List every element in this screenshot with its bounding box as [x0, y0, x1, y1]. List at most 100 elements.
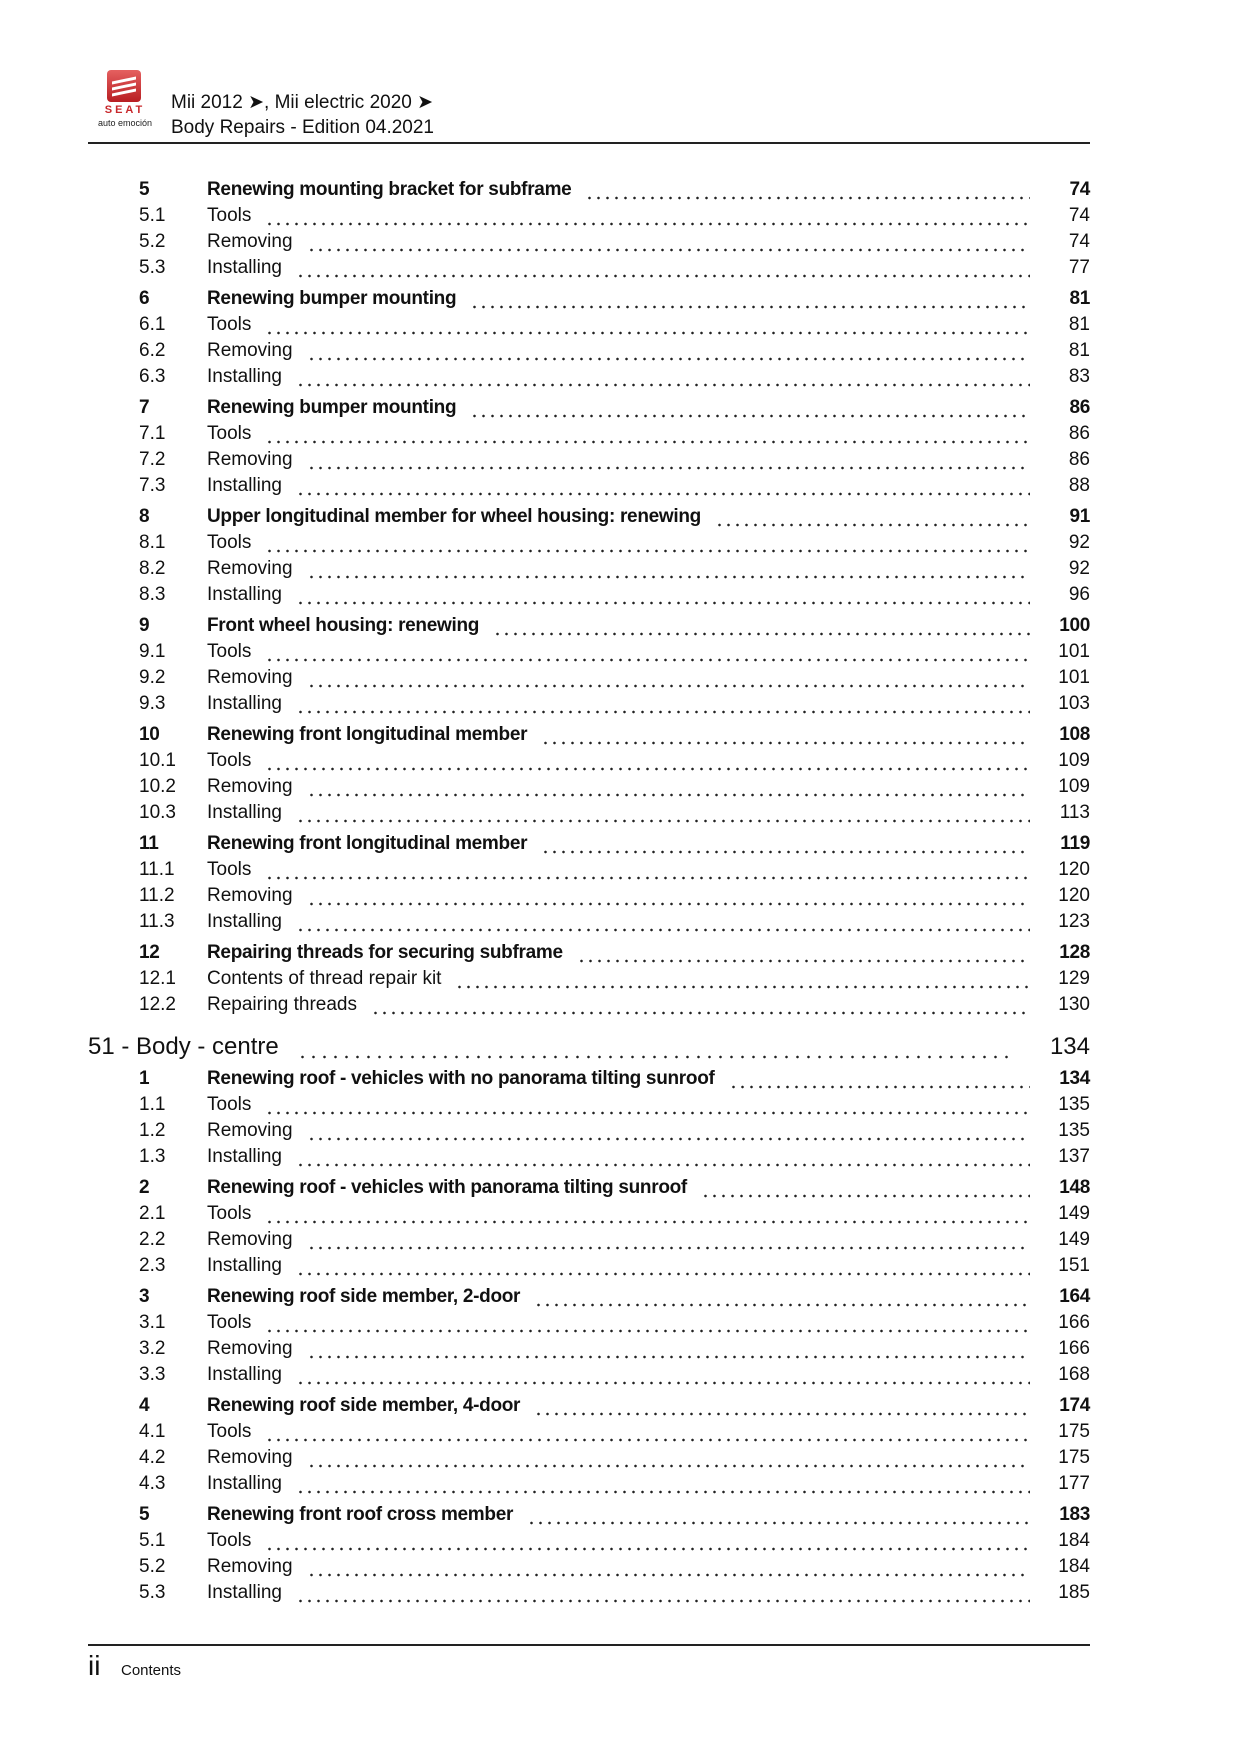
entry-title: Tools: [207, 314, 252, 335]
toc-subsection[interactable]: 8.3 Installing 96: [88, 582, 1090, 608]
toc-subsection[interactable]: 2.3 Installing 151: [88, 1253, 1090, 1279]
dot-leader: [306, 556, 1030, 582]
toc-subsection[interactable]: 4.1 Tools 175: [88, 1419, 1090, 1445]
dot-leader: [534, 1393, 1030, 1419]
entry-number: 2.3: [139, 1255, 166, 1276]
toc-subsection[interactable]: 5.2 Removing 74: [88, 229, 1090, 255]
header-models: Mii 2012 ➤, Mii electric 2020 ➤: [171, 92, 434, 113]
entry-number: 2.1: [139, 1203, 166, 1224]
toc-subsection[interactable]: 12.1 Contents of thread repair kit 129: [88, 966, 1090, 992]
entry-number: 4.2: [139, 1447, 166, 1468]
toc-section-heading[interactable]: 9 Front wheel housing: renewing 100: [88, 613, 1090, 639]
entry-title: Tools: [207, 1312, 252, 1333]
toc-section-heading[interactable]: 4 Renewing roof side member, 4-door 174: [88, 1393, 1090, 1419]
entry-title: Tools: [207, 859, 252, 880]
chapter-title: 51 - Body - centre: [88, 1033, 279, 1060]
toc-subsection[interactable]: 5.3 Installing 185: [88, 1580, 1090, 1606]
toc-subsection[interactable]: 10.1 Tools 109: [88, 748, 1090, 774]
dot-leader: [296, 691, 1030, 717]
dot-leader: [306, 1227, 1030, 1253]
toc-subsection[interactable]: 7.2 Removing 86: [88, 447, 1090, 473]
toc-subsection[interactable]: 5.3 Installing 77: [88, 255, 1090, 281]
toc-subsection[interactable]: 2.2 Removing 149: [88, 1227, 1090, 1253]
entry-page: 128: [1059, 942, 1090, 963]
toc-subsection[interactable]: 5.1 Tools 74: [88, 203, 1090, 229]
toc-section-heading[interactable]: 1 Renewing roof - vehicles with no panora…: [88, 1066, 1090, 1092]
dot-leader: [306, 665, 1030, 691]
entry-number: 12: [139, 942, 160, 963]
dot-leader: [306, 1445, 1030, 1471]
toc-subsection[interactable]: 12.2 Repairing threads 130: [88, 992, 1090, 1018]
toc-chapter[interactable]: 51 - Body - centre 134: [88, 1030, 1090, 1064]
toc-subsection[interactable]: 10.3 Installing 113: [88, 800, 1090, 826]
entry-number: 5.2: [139, 1556, 166, 1577]
dot-leader: [306, 1554, 1030, 1580]
entry-number: 5.2: [139, 231, 166, 252]
toc-subsection[interactable]: 7.1 Tools 86: [88, 421, 1090, 447]
entry-number: 7.1: [139, 423, 166, 444]
toc-subsection[interactable]: 4.2 Removing 175: [88, 1445, 1090, 1471]
toc-subsection[interactable]: 11.3 Installing 123: [88, 909, 1090, 935]
toc-subsection[interactable]: 8.1 Tools 92: [88, 530, 1090, 556]
entry-number: 10.2: [139, 776, 176, 797]
dot-leader: [296, 1471, 1030, 1497]
dot-leader: [265, 857, 1030, 883]
entry-page: 151: [1058, 1255, 1090, 1276]
entry-title: Tools: [207, 423, 252, 444]
entry-page: 134: [1059, 1068, 1090, 1089]
toc-subsection[interactable]: 6.1 Tools 81: [88, 312, 1090, 338]
entry-title: Renewing front longitudinal member: [207, 833, 528, 854]
toc-section-heading[interactable]: 3 Renewing roof side member, 2-door 164: [88, 1284, 1090, 1310]
toc-subsection[interactable]: 1.3 Installing 137: [88, 1144, 1090, 1170]
toc-subsection[interactable]: 4.3 Installing 177: [88, 1471, 1090, 1497]
entry-title: Front wheel housing: renewing: [207, 615, 480, 636]
toc-section-heading[interactable]: 12 Repairing threads for securing subfram…: [88, 940, 1090, 966]
entry-page: 83: [1068, 366, 1090, 387]
toc-section: 3 Renewing roof side member, 2-door 164 3.1…: [88, 1284, 1090, 1388]
toc-section-heading[interactable]: 11 Renewing front longitudinal member 119: [88, 831, 1090, 857]
dot-leader: [296, 909, 1030, 935]
toc-subsection[interactable]: 9.1 Tools 101: [88, 639, 1090, 665]
entry-page: 166: [1058, 1312, 1090, 1333]
toc-section-heading[interactable]: 6 Renewing bumper mounting 81: [88, 286, 1090, 312]
toc-section-heading[interactable]: 2 Renewing roof - vehicles with panorama …: [88, 1175, 1090, 1201]
toc-subsection[interactable]: 6.3 Installing 83: [88, 364, 1090, 390]
toc-subsection[interactable]: 10.2 Removing 109: [88, 774, 1090, 800]
toc-subsection[interactable]: 8.2 Removing 92: [88, 556, 1090, 582]
toc-section-heading[interactable]: 5 Renewing front roof cross member 183: [88, 1502, 1090, 1528]
toc-subsection[interactable]: 9.2 Removing 101: [88, 665, 1090, 691]
entry-page: 103: [1058, 693, 1090, 714]
entry-page: 177: [1058, 1473, 1090, 1494]
entry-page: 81: [1069, 288, 1090, 309]
toc-subsection[interactable]: 9.3 Installing 103: [88, 691, 1090, 717]
entry-page: 123: [1058, 911, 1090, 932]
toc-section-heading[interactable]: 5 Renewing mounting bracket for subframe 7…: [88, 177, 1090, 203]
toc-subsection[interactable]: 5.1 Tools 184: [88, 1528, 1090, 1554]
document-header: Mii 2012 ➤, Mii electric 2020 ➤ Body Rep…: [171, 90, 434, 140]
dot-leader: [265, 530, 1030, 556]
toc-subsection[interactable]: 5.2 Removing 184: [88, 1554, 1090, 1580]
toc-subsection[interactable]: 3.2 Removing 166: [88, 1336, 1090, 1362]
toc-section: 1 Renewing roof - vehicles with no panora…: [88, 1066, 1090, 1170]
toc-subsection[interactable]: 11.1 Tools 120: [88, 857, 1090, 883]
toc-subsection[interactable]: 2.1 Tools 149: [88, 1201, 1090, 1227]
entry-page: 109: [1058, 750, 1090, 771]
toc-subsection[interactable]: 7.3 Installing 88: [88, 473, 1090, 499]
entry-page: 130: [1058, 994, 1090, 1015]
toc-subsection[interactable]: 6.2 Removing 81: [88, 338, 1090, 364]
toc-subsection[interactable]: 1.2 Removing 135: [88, 1118, 1090, 1144]
entry-title: Removing: [207, 340, 293, 361]
entry-page: 92: [1068, 558, 1090, 579]
toc-section-heading[interactable]: 8 Upper longitudinal member for wheel hou…: [88, 504, 1090, 530]
entry-page: 168: [1058, 1364, 1090, 1385]
toc-subsection[interactable]: 11.2 Removing 120: [88, 883, 1090, 909]
toc-section-heading[interactable]: 7 Renewing bumper mounting 86: [88, 395, 1090, 421]
toc-subsection[interactable]: 1.1 Tools 135: [88, 1092, 1090, 1118]
dot-leader: [470, 395, 1030, 421]
toc-section: 12 Repairing threads for securing subfram…: [88, 940, 1090, 1018]
toc-subsection[interactable]: 3.1 Tools 166: [88, 1310, 1090, 1336]
toc-section-heading[interactable]: 10 Renewing front longitudinal member 108: [88, 722, 1090, 748]
dot-leader: [265, 312, 1030, 338]
entry-title: Removing: [207, 885, 293, 906]
toc-subsection[interactable]: 3.3 Installing 168: [88, 1362, 1090, 1388]
